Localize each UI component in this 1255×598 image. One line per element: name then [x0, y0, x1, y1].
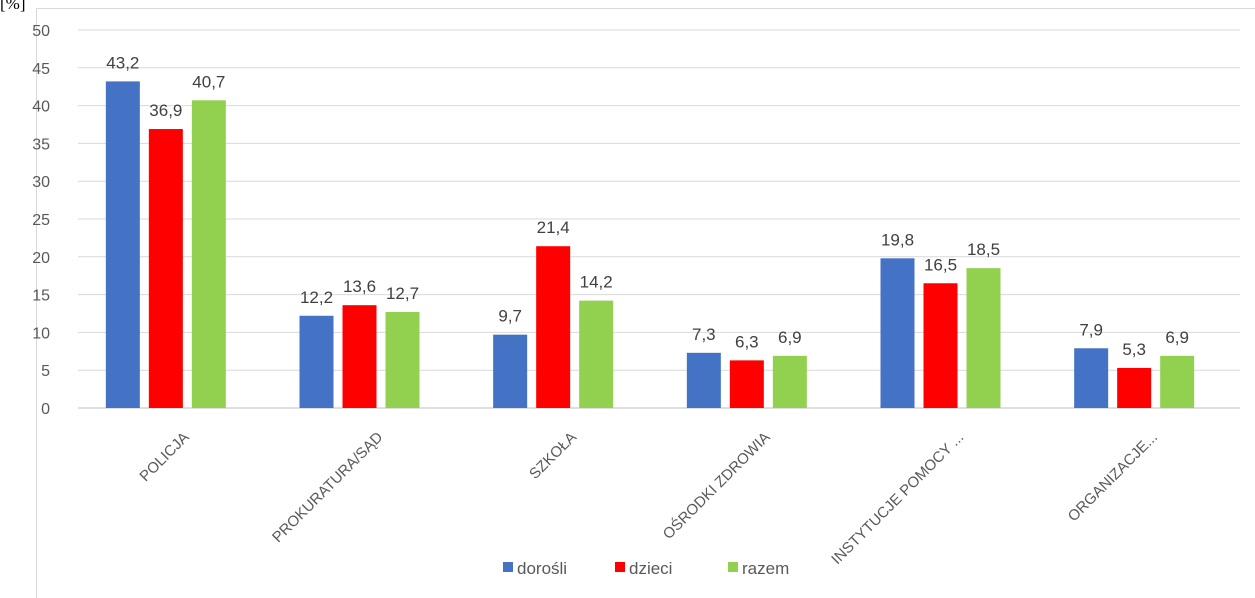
data-label: 13,6	[343, 277, 376, 296]
data-label: 12,7	[386, 284, 419, 303]
legend-swatch	[503, 562, 513, 572]
y-tick-label: 20	[32, 250, 50, 267]
bar-doroli-1	[105, 81, 140, 409]
category-label: POLICJA	[136, 429, 192, 485]
data-label: 7,3	[692, 325, 716, 344]
data-label: 16,5	[924, 255, 957, 274]
bar-doroli-2	[299, 315, 334, 408]
bar-dzieci-2	[342, 305, 377, 408]
legend-swatch	[615, 562, 625, 572]
bar-doroli-6	[1074, 348, 1109, 408]
y-axis-label: [%]	[0, 0, 26, 13]
bar-dzieci-4	[729, 360, 764, 408]
bar-doroli-3	[493, 334, 528, 408]
bar-razem-2	[385, 311, 420, 408]
data-label: 18,5	[967, 240, 1000, 259]
y-tick-label: 35	[32, 136, 50, 153]
bar-razem-5	[966, 268, 1001, 408]
bar-doroli-5	[880, 258, 915, 408]
bar-razem-3	[579, 300, 614, 408]
bar-razem-4	[772, 355, 807, 408]
bar-razem-6	[1160, 355, 1195, 408]
data-label: 9,7	[498, 307, 522, 326]
chart-frame	[36, 8, 1255, 598]
y-tick-label: 40	[32, 99, 50, 116]
y-tick-label: 45	[32, 61, 50, 78]
data-label: 43,2	[106, 53, 139, 72]
bar-razem-1	[191, 100, 226, 409]
y-tick-label: 10	[32, 325, 50, 342]
data-label: 7,9	[1079, 320, 1103, 339]
bar-dzieci-3	[536, 246, 571, 408]
category-label: PROKURATURA/SĄD	[269, 429, 386, 546]
data-label: 6,9	[1165, 328, 1189, 347]
bar-doroli-4	[686, 352, 721, 408]
category-label: ORGANIZACJE...	[1065, 429, 1161, 525]
data-label: 40,7	[192, 72, 225, 91]
data-label: 19,8	[881, 230, 914, 249]
category-label: INSTYTUCJE POMOCY ...	[828, 429, 967, 568]
category-label: OŚRODKI ZDROWIA	[659, 428, 774, 543]
y-tick-label: 5	[41, 363, 50, 380]
data-label: 6,3	[735, 332, 759, 351]
y-tick-label: 0	[41, 401, 50, 418]
legend-label: razem	[742, 559, 789, 578]
legend-label: dorośli	[517, 559, 567, 578]
y-tick-label: 30	[32, 174, 50, 191]
category-label: SZKOŁA	[526, 429, 580, 483]
data-label: 36,9	[149, 101, 182, 120]
bar-dzieci-6	[1117, 367, 1152, 408]
y-tick-label: 25	[32, 212, 50, 229]
y-tick-label: 50	[32, 23, 50, 40]
bar-dzieci-5	[923, 283, 958, 408]
y-tick-label: 15	[32, 288, 50, 305]
legend-swatch	[728, 562, 738, 572]
data-label: 6,9	[778, 328, 802, 347]
data-label: 12,2	[300, 288, 333, 307]
bar-dzieci-1	[148, 129, 183, 408]
data-label: 14,2	[580, 273, 613, 292]
data-label: 5,3	[1122, 340, 1146, 359]
data-label: 21,4	[537, 218, 570, 237]
legend-label: dzieci	[629, 559, 672, 578]
